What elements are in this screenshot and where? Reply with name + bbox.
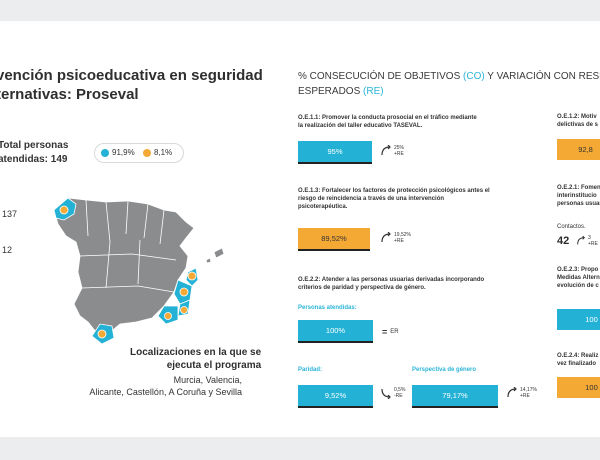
oe111-variation: 25% +RE	[380, 145, 404, 157]
total-attended: Total personas atendidas: 149	[0, 140, 69, 165]
oe222-description: O.E.2.2: Atender a las personas usuarias…	[298, 277, 485, 291]
arrow-up-icon	[381, 145, 391, 156]
contactos-value: 42	[557, 235, 570, 247]
atendidas-variation: = ER	[382, 327, 399, 337]
arrow-up-icon	[381, 232, 391, 243]
locations-text: Murcia, Valencia, Alicante, Castellón, A…	[89, 375, 242, 397]
locations-title: Localizaciones en la que se ejecuta el p…	[130, 347, 262, 371]
contactos-label: Contactos.	[557, 224, 586, 230]
atendidas-label: Personas atendidas:	[298, 305, 357, 311]
side-number-men: 137	[2, 209, 18, 219]
oe223-bar: 100	[557, 309, 600, 330]
oe224-description: O.E.2.4: Realiz vez finalizado	[557, 353, 599, 367]
map-marker-alicante	[180, 306, 188, 314]
legend: 91,9% 8,1%	[94, 143, 184, 163]
oe224-bar: 100	[557, 377, 600, 398]
spain-map	[53, 197, 225, 345]
map-marker-valencia	[179, 287, 189, 297]
paridad-bar: 9,52%	[298, 385, 373, 408]
arrow-down-icon	[381, 388, 391, 399]
oe111-bar: 95%	[298, 141, 372, 164]
contactos-variation: 3 +RE	[576, 235, 598, 247]
perspectiva-bar: 79,17%	[412, 385, 498, 408]
legend-item-orange: 8,1%	[143, 148, 172, 157]
map-mainland	[53, 197, 195, 335]
paridad-variation: 0,5% -RE	[380, 387, 405, 399]
oe112-bar: 92,8	[557, 139, 600, 160]
map-balearic-islands	[213, 247, 225, 259]
legend-item-blue: 91,9%	[101, 148, 135, 157]
equal-icon: =	[382, 327, 388, 337]
page-title: vención psicoeducativa en seguridad tern…	[0, 67, 263, 103]
oe113-description: O.E.1.3: Fortalecer los factores de prot…	[298, 188, 490, 210]
map-marker-a-coruna	[59, 205, 69, 215]
oe112-description: O.E.1.2: Motiv delictivas de s	[557, 114, 599, 128]
results-heading: % CONSECUCIÓN DE OBJETIVOS (CO) Y VARIAC…	[298, 71, 600, 97]
perspectiva-variation: 14,17% +RE	[506, 387, 537, 399]
side-number-women: 12	[2, 245, 13, 255]
oe113-bar: 89,52%	[298, 228, 370, 251]
perspectiva-label: Perspectiva de género	[412, 367, 477, 373]
arrow-up-icon	[577, 236, 586, 245]
atendidas-bar: 100%	[298, 320, 373, 343]
oe111-description: O.E.1.1: Promover la conducta prosocial …	[298, 115, 477, 129]
arrow-up-icon	[507, 387, 517, 398]
oe121-description: O.E.2.1: Fomen interinstitucio personas …	[557, 185, 600, 207]
map-marker-sevilla	[97, 329, 107, 339]
map-marker-castellon	[187, 271, 197, 281]
infographic-page: vención psicoeducativa en seguridad tern…	[0, 21, 600, 437]
oe223-description: O.E.2.3: Propo Medidas Altern evolución …	[557, 267, 600, 289]
oe113-variation: 19,52% +RE	[380, 232, 411, 244]
paridad-label: Paridad:	[298, 367, 323, 373]
blue-dot-icon	[101, 148, 109, 157]
orange-dot-icon	[143, 148, 151, 157]
map-marker-murcia	[164, 312, 172, 320]
